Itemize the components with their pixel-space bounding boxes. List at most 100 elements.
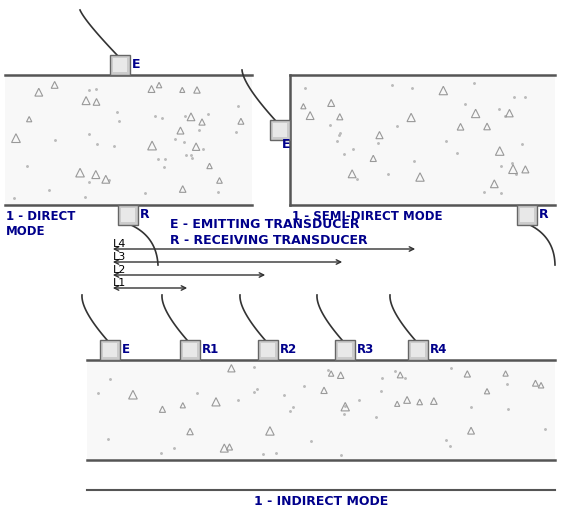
- Point: [84, 130, 93, 138]
- Point: [325, 121, 334, 129]
- Point: [106, 375, 115, 383]
- Point: [198, 145, 207, 153]
- Point: [300, 84, 309, 92]
- Point: [249, 388, 258, 397]
- Text: E: E: [132, 58, 140, 71]
- Point: [186, 151, 195, 159]
- Point: [520, 94, 529, 102]
- Point: [232, 128, 241, 136]
- Point: [374, 139, 383, 147]
- Point: [495, 105, 504, 113]
- Bar: [270, 120, 290, 140]
- Text: L1: L1: [113, 278, 126, 288]
- Bar: [290, 75, 555, 205]
- Point: [333, 137, 342, 145]
- Point: [280, 390, 289, 399]
- Point: [300, 382, 309, 390]
- Bar: [411, 343, 425, 357]
- Point: [371, 413, 380, 422]
- Bar: [338, 343, 352, 357]
- Point: [441, 137, 450, 146]
- Bar: [258, 340, 278, 360]
- Bar: [183, 343, 197, 357]
- Point: [504, 405, 513, 413]
- Text: R2: R2: [280, 343, 297, 356]
- Text: R - RECEIVING TRANSDUCER: R - RECEIVING TRANSDUCER: [170, 234, 368, 247]
- Point: [508, 159, 517, 167]
- Point: [151, 111, 160, 120]
- Point: [92, 85, 101, 94]
- Point: [113, 108, 122, 116]
- Text: L2: L2: [113, 265, 126, 275]
- Bar: [5, 75, 252, 205]
- Point: [479, 188, 488, 196]
- Point: [339, 410, 348, 419]
- Point: [109, 142, 118, 150]
- Point: [51, 135, 60, 144]
- Point: [9, 194, 18, 202]
- Text: R1: R1: [202, 343, 219, 356]
- Point: [452, 149, 461, 157]
- Bar: [261, 343, 275, 357]
- Bar: [121, 208, 135, 222]
- Point: [355, 396, 364, 404]
- Point: [105, 176, 114, 184]
- Point: [391, 367, 400, 376]
- Point: [510, 94, 519, 102]
- Text: 1 - DIRECT
MODE: 1 - DIRECT MODE: [6, 210, 75, 238]
- Bar: [408, 340, 428, 360]
- Bar: [87, 360, 555, 460]
- Point: [84, 86, 93, 94]
- Text: L4: L4: [113, 239, 126, 249]
- Point: [410, 157, 419, 166]
- Point: [153, 155, 162, 163]
- Bar: [517, 205, 537, 225]
- Point: [377, 387, 386, 395]
- Point: [441, 435, 450, 444]
- Point: [252, 385, 261, 393]
- Point: [81, 193, 90, 201]
- Point: [349, 145, 358, 153]
- Point: [400, 374, 409, 382]
- Point: [306, 436, 315, 445]
- Point: [171, 135, 180, 144]
- Text: L3: L3: [113, 252, 126, 262]
- Point: [180, 138, 189, 147]
- Point: [156, 449, 165, 457]
- Bar: [113, 58, 127, 72]
- Point: [393, 122, 402, 130]
- Point: [193, 389, 202, 397]
- Point: [288, 403, 297, 411]
- Point: [194, 126, 203, 134]
- Point: [203, 110, 212, 118]
- Point: [140, 189, 149, 197]
- Point: [446, 364, 455, 372]
- Point: [466, 403, 475, 411]
- Bar: [335, 340, 355, 360]
- Point: [336, 128, 345, 136]
- Point: [233, 397, 242, 405]
- Point: [233, 102, 242, 110]
- Point: [161, 155, 170, 164]
- Bar: [103, 343, 117, 357]
- Point: [324, 365, 333, 374]
- Bar: [520, 208, 534, 222]
- Bar: [273, 123, 287, 137]
- Point: [339, 150, 348, 158]
- Point: [181, 112, 190, 120]
- Point: [378, 374, 387, 382]
- Text: E: E: [122, 343, 130, 356]
- Text: R4: R4: [430, 343, 447, 356]
- Point: [511, 170, 520, 178]
- Bar: [118, 205, 138, 225]
- Point: [461, 100, 470, 108]
- Point: [446, 442, 455, 450]
- Bar: [180, 340, 200, 360]
- Bar: [100, 340, 120, 360]
- Point: [169, 444, 178, 452]
- Point: [115, 117, 124, 125]
- Point: [84, 178, 93, 186]
- Point: [22, 161, 31, 170]
- Text: E - EMITTING TRANSDUCER: E - EMITTING TRANSDUCER: [170, 218, 360, 231]
- Text: 1 - SEMI-DIRECT MODE: 1 - SEMI-DIRECT MODE: [292, 210, 442, 223]
